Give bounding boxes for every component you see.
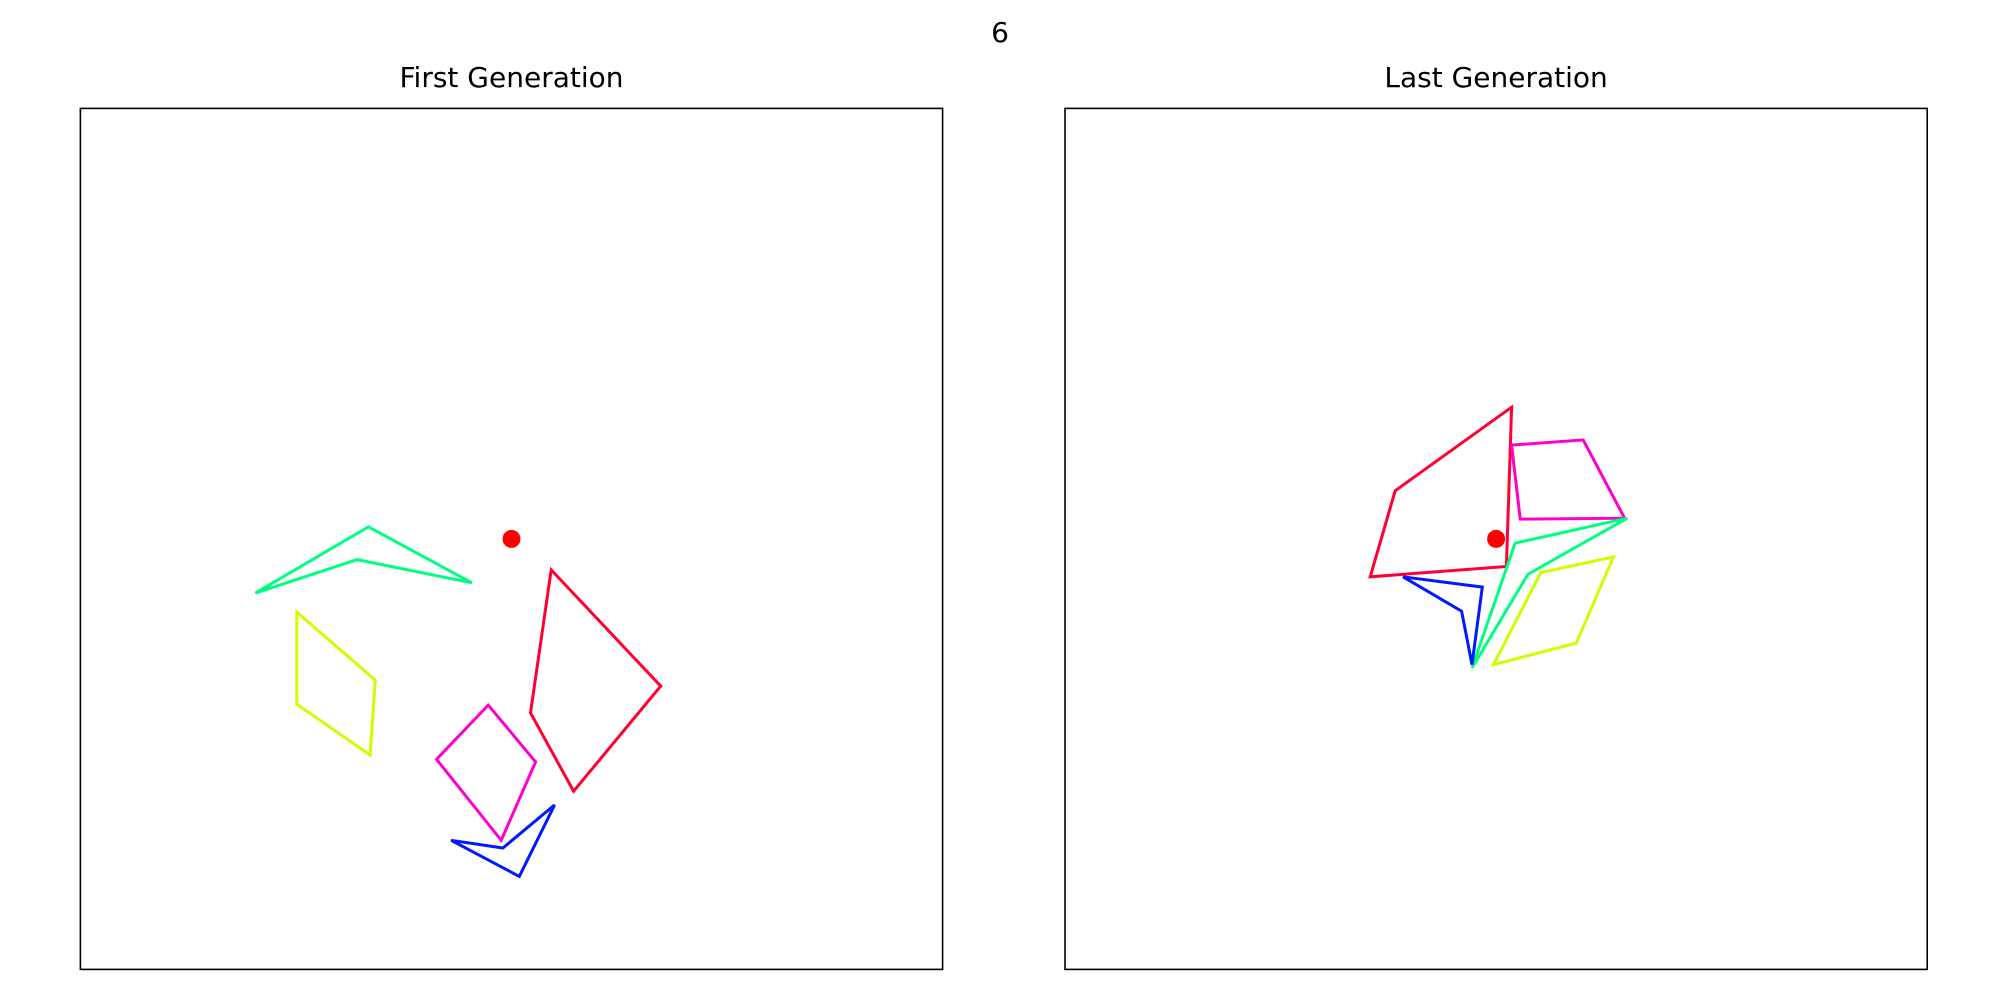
target-point <box>502 529 521 548</box>
figure-title: 6 <box>991 16 1009 49</box>
polygon <box>434 702 538 844</box>
polygon <box>450 803 556 879</box>
polygon <box>254 525 473 595</box>
polygon <box>295 608 377 758</box>
polygon <box>1509 438 1628 521</box>
subplot-title: First Generation <box>399 61 623 94</box>
polygon <box>1490 554 1616 667</box>
polygon <box>1368 404 1514 579</box>
subplot-title: Last Generation <box>1384 61 1607 94</box>
target-point <box>1487 529 1506 548</box>
polygon <box>1402 575 1484 665</box>
polygon <box>1470 516 1628 669</box>
axes-frame <box>1064 107 1929 971</box>
polygon <box>528 566 663 794</box>
axes-frame <box>79 107 944 971</box>
